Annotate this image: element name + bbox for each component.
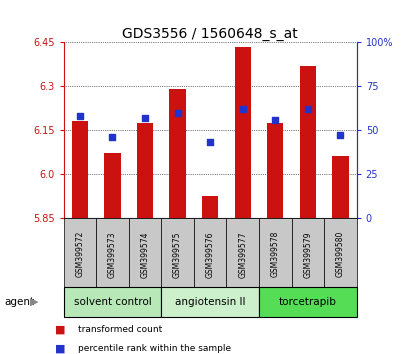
Point — [206, 139, 213, 145]
Point — [271, 117, 278, 122]
Bar — [63, 218, 96, 287]
Point — [142, 115, 148, 121]
Bar — [202, 196, 218, 218]
Bar — [299, 66, 315, 218]
Bar — [137, 123, 153, 218]
Point — [304, 106, 310, 112]
Bar — [128, 218, 161, 287]
Bar — [331, 156, 348, 218]
Text: solvent control: solvent control — [73, 297, 151, 307]
Bar — [258, 287, 356, 317]
Bar — [291, 218, 324, 287]
Bar — [324, 218, 356, 287]
Bar — [96, 218, 128, 287]
Text: GSM399580: GSM399580 — [335, 231, 344, 278]
Bar — [161, 218, 193, 287]
Text: GSM399573: GSM399573 — [108, 231, 117, 278]
Point — [76, 113, 83, 119]
Point — [174, 110, 180, 115]
Text: GSM399574: GSM399574 — [140, 231, 149, 278]
Bar — [63, 287, 161, 317]
Text: agent: agent — [4, 297, 34, 307]
Text: GSM399577: GSM399577 — [238, 231, 247, 278]
Text: torcetrapib: torcetrapib — [278, 297, 336, 307]
Bar — [169, 89, 185, 218]
Bar — [258, 218, 291, 287]
Point — [109, 134, 115, 140]
Bar — [226, 218, 258, 287]
Text: GSM399575: GSM399575 — [173, 231, 182, 278]
Text: angiotensin II: angiotensin II — [175, 297, 245, 307]
Text: percentile rank within the sample: percentile rank within the sample — [78, 344, 230, 353]
Text: GSM399579: GSM399579 — [303, 231, 312, 278]
Text: ■: ■ — [55, 324, 66, 334]
Bar — [234, 47, 250, 218]
Bar — [193, 218, 226, 287]
Text: GSM399578: GSM399578 — [270, 231, 279, 278]
Bar — [72, 121, 88, 218]
Text: GSM399576: GSM399576 — [205, 231, 214, 278]
Point — [239, 106, 245, 112]
Bar — [104, 153, 120, 218]
Text: transformed count: transformed count — [78, 325, 162, 334]
Title: GDS3556 / 1560648_s_at: GDS3556 / 1560648_s_at — [122, 28, 297, 41]
Point — [336, 132, 343, 138]
Text: GSM399572: GSM399572 — [75, 231, 84, 278]
Bar — [161, 287, 258, 317]
Bar — [267, 123, 283, 218]
Text: ▶: ▶ — [29, 297, 38, 307]
Text: ■: ■ — [55, 344, 66, 354]
